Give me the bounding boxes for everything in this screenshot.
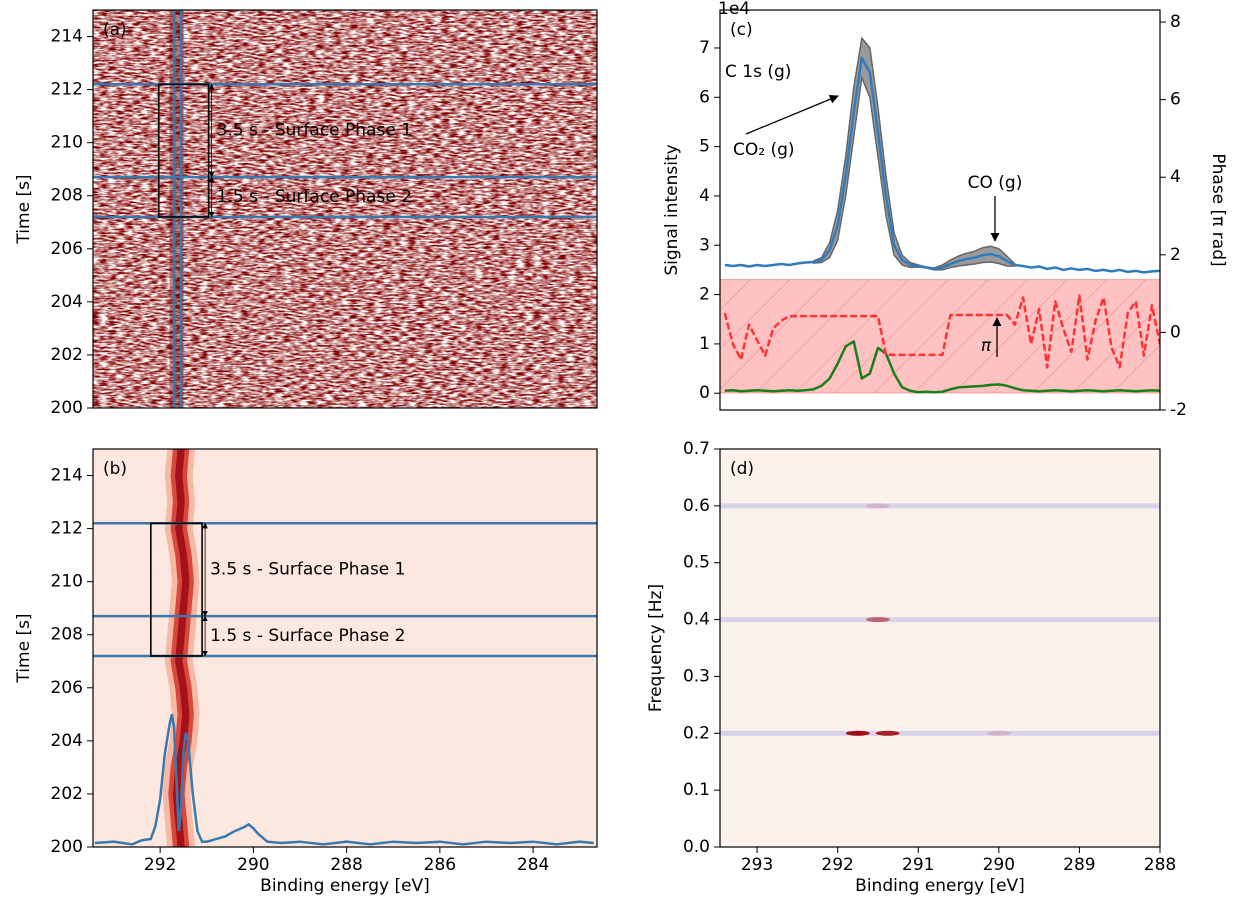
y-axis-label: Frequency [Hz]: [646, 584, 666, 712]
axes-frame: [92, 448, 598, 848]
annotation: C 1s (g): [725, 62, 791, 82]
y-axis-label: Time [s]: [14, 613, 34, 683]
y-tick-label: 0.7: [683, 439, 710, 459]
plot-area: [720, 36, 1160, 394]
annotation: π: [981, 336, 992, 356]
heatmap-spot: [845, 730, 870, 736]
y-tick-label: 7: [699, 38, 710, 58]
y2-axis-label: Phase [π rad]: [1208, 153, 1228, 266]
y-axis-label: Signal intensity: [662, 144, 682, 275]
y-tick-label: 210: [51, 133, 83, 153]
series-line: [723, 294, 1160, 369]
y-tick-label: 212: [51, 519, 83, 539]
y2-tick-label: 4: [1170, 167, 1181, 187]
panel-label: (d): [730, 459, 754, 479]
panel-label: (a): [103, 20, 127, 40]
axes-frame: [719, 448, 1161, 848]
annotation-arrow: [745, 94, 839, 135]
x-tick-label: 290: [237, 855, 269, 875]
x-tick-label: 292: [821, 855, 853, 875]
axes-frame: [92, 9, 598, 409]
y-tick-label: 210: [51, 572, 83, 592]
y-tick-label: 208: [51, 186, 83, 206]
y-tick-label: 202: [51, 784, 83, 804]
annotation: 3.5 s - Surface Phase 1: [210, 560, 405, 580]
annotation: 1.5 s - Surface Phase 2: [210, 626, 405, 646]
heatmap-spot: [865, 617, 890, 623]
y-tick-label: 200: [51, 398, 83, 418]
uncertainty-band: [812, 36, 1016, 271]
heatmap-spot: [986, 730, 1011, 736]
series-line: [724, 340, 1160, 394]
y-tick-label: 5: [699, 137, 710, 157]
x-axis-label: Binding energy [eV]: [855, 876, 1025, 896]
y-tick-label: 2: [699, 285, 710, 305]
heatmap-background: [720, 449, 1160, 847]
y2-tick-label: 8: [1170, 12, 1181, 32]
panel-label: (c): [730, 20, 753, 40]
y-tick-label: 0.5: [683, 553, 710, 573]
y-tick-label: 206: [51, 239, 83, 259]
y-tick-label: 204: [51, 292, 83, 312]
y-tick-label: 0.4: [683, 610, 710, 630]
y-tick-label: 0: [699, 383, 710, 403]
spectrum-line: [94, 714, 594, 846]
y-tick-label: 212: [51, 80, 83, 100]
y-axis-label: Time [s]: [14, 174, 34, 244]
heatmap-spot: [875, 730, 900, 736]
y-tick-label: 214: [51, 27, 83, 47]
y2-tick-label: -2: [1170, 400, 1187, 420]
plot-area: [93, 10, 597, 408]
heatmap-noise: [93, 10, 597, 408]
y-tick-label: 214: [51, 466, 83, 486]
phase-band-hatch: [720, 279, 1160, 393]
plot-area: [93, 449, 597, 847]
y-tick-label: 200: [51, 837, 83, 857]
y-tick-label: 206: [51, 678, 83, 698]
y-tick-label: 0.2: [683, 723, 710, 743]
annotation: CO (g): [968, 173, 1023, 193]
y-tick-label: 0.1: [683, 780, 710, 800]
y-tick-label: 1: [699, 334, 710, 354]
x-tick-label: 292: [144, 855, 176, 875]
y2-tick-label: 6: [1170, 90, 1181, 110]
annotation: 3.5 s - Surface Phase 1: [217, 121, 412, 141]
y-tick-label: 4: [699, 186, 710, 206]
y-tick-label: 0.0: [683, 837, 710, 857]
y-tick-label: 6: [699, 87, 710, 107]
y-tick-label: 0.6: [683, 496, 710, 516]
annotation: 1.5 s - Surface Phase 2: [217, 187, 412, 207]
x-tick-label: 289: [1063, 855, 1095, 875]
y-tick-label: 208: [51, 625, 83, 645]
x-tick-label: 284: [517, 855, 549, 875]
heatmap-spot: [865, 503, 890, 509]
x-tick-label: 286: [424, 855, 456, 875]
x-axis-label: Binding energy [eV]: [260, 876, 430, 896]
y2-tick-label: 2: [1170, 245, 1181, 265]
phase-box: [150, 522, 203, 657]
panel-label: (b): [103, 459, 127, 479]
series-line: [724, 56, 1160, 274]
y-tick-label: 0.3: [683, 666, 710, 686]
x-tick-label: 290: [983, 855, 1015, 875]
annotation: CO₂ (g): [733, 140, 795, 160]
x-tick-label: 288: [1144, 855, 1176, 875]
axes-frame: [719, 9, 1161, 411]
x-tick-label: 288: [330, 855, 362, 875]
phase-box: [157, 83, 210, 218]
y-tick-label: 202: [51, 345, 83, 365]
x-tick-label: 291: [902, 855, 934, 875]
y-tick-label: 3: [699, 235, 710, 255]
y-tick-label: 204: [51, 731, 83, 751]
x-tick-label: 293: [741, 855, 773, 875]
plot-area: [720, 449, 1160, 847]
y2-tick-label: 0: [1170, 322, 1181, 342]
